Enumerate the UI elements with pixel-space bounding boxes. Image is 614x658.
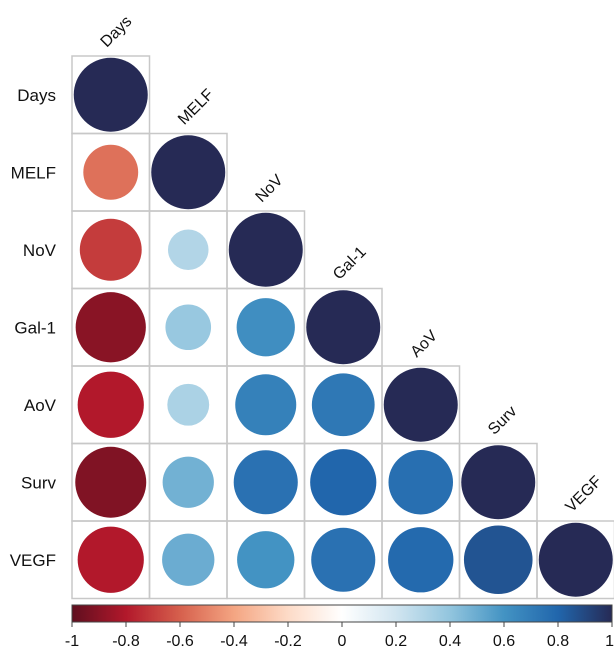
circle-VEGF-VEGF: [538, 522, 613, 597]
circle-Gal-1-MELF: [165, 304, 212, 351]
colorbar-tick-label: 0.8: [547, 633, 569, 650]
row-label-Surv: Surv: [21, 473, 56, 492]
colorbar: -1 -0.8 -0.6 -0.4 -0.2 0 0.2 0.4 0.6 0.8 1: [65, 604, 614, 650]
circle-VEGF-Days: [77, 526, 144, 593]
cell-VEGF-VEGF: [536, 520, 614, 600]
colorbar-tick-label: 0.4: [439, 633, 461, 650]
column-label-Surv: Surv: [485, 403, 520, 438]
row-label-VEGF: VEGF: [10, 551, 56, 570]
column-label-MELF: MELF: [175, 86, 217, 128]
column-label-NoV: NoV: [253, 172, 287, 206]
circle-VEGF-NoV: [237, 531, 295, 589]
column-label-AoV: AoV: [408, 327, 442, 361]
circle-AoV-MELF: [167, 383, 210, 426]
colorbar-tick-label: 0.6: [493, 633, 515, 650]
circle-Surv-Gal-1: [310, 449, 377, 516]
circle-Gal-1-NoV: [236, 298, 295, 357]
circle-NoV-Days: [79, 218, 142, 281]
circle-VEGF-MELF: [162, 533, 215, 586]
matrix-cells: [71, 55, 614, 600]
colorbar-gradient: [71, 604, 613, 623]
circle-AoV-AoV: [383, 367, 458, 442]
circle-Surv-MELF: [162, 456, 214, 508]
column-labels: Days MELF NoV Gal-1 AoV Surv VEGF: [98, 13, 606, 516]
row-label-NoV: NoV: [23, 241, 57, 260]
row-label-Gal-1: Gal-1: [14, 318, 56, 337]
row-label-MELF: MELF: [11, 163, 56, 182]
colorbar-tick-label: 0.2: [385, 633, 407, 650]
circle-AoV-Days: [77, 371, 144, 438]
circle-Gal-1-Gal-1: [306, 290, 381, 365]
row-labels: Days MELF NoV Gal-1 AoV Surv VEGF: [10, 86, 57, 570]
row-label-AoV: AoV: [24, 396, 57, 415]
colorbar-tick-label: -0.2: [274, 633, 302, 650]
circle-Surv-NoV: [233, 450, 298, 515]
circle-VEGF-AoV: [388, 527, 454, 593]
circle-NoV-MELF: [167, 229, 209, 271]
colorbar-tick-label: -1: [65, 633, 79, 650]
circle-MELF-MELF: [151, 135, 226, 210]
colorbar-tick-label: -0.6: [166, 633, 194, 650]
circle-Days-Days: [73, 57, 148, 132]
column-label-Days: Days: [98, 13, 136, 51]
row-label-Days: Days: [17, 86, 56, 105]
circle-Surv-Surv: [461, 445, 536, 520]
circle-Gal-1-Days: [75, 292, 146, 363]
circle-Surv-Days: [75, 446, 147, 518]
circle-Surv-AoV: [388, 449, 454, 515]
circle-AoV-Gal-1: [311, 373, 375, 437]
circle-VEGF-Gal-1: [311, 527, 376, 592]
circle-VEGF-Surv: [463, 525, 533, 595]
circle-AoV-NoV: [235, 374, 297, 436]
colorbar-tick-label: 0: [338, 633, 347, 650]
circle-MELF-Days: [83, 144, 139, 200]
colorbar-tick-label: -0.4: [220, 633, 248, 650]
column-label-VEGF: VEGF: [563, 473, 606, 516]
colorbar-tick-label: -0.8: [112, 633, 140, 650]
column-label-Gal-1: Gal-1: [330, 244, 370, 284]
circle-NoV-NoV: [228, 212, 303, 287]
correlation-circles: [73, 57, 613, 597]
colorbar-tick-label: 1: [605, 633, 614, 650]
